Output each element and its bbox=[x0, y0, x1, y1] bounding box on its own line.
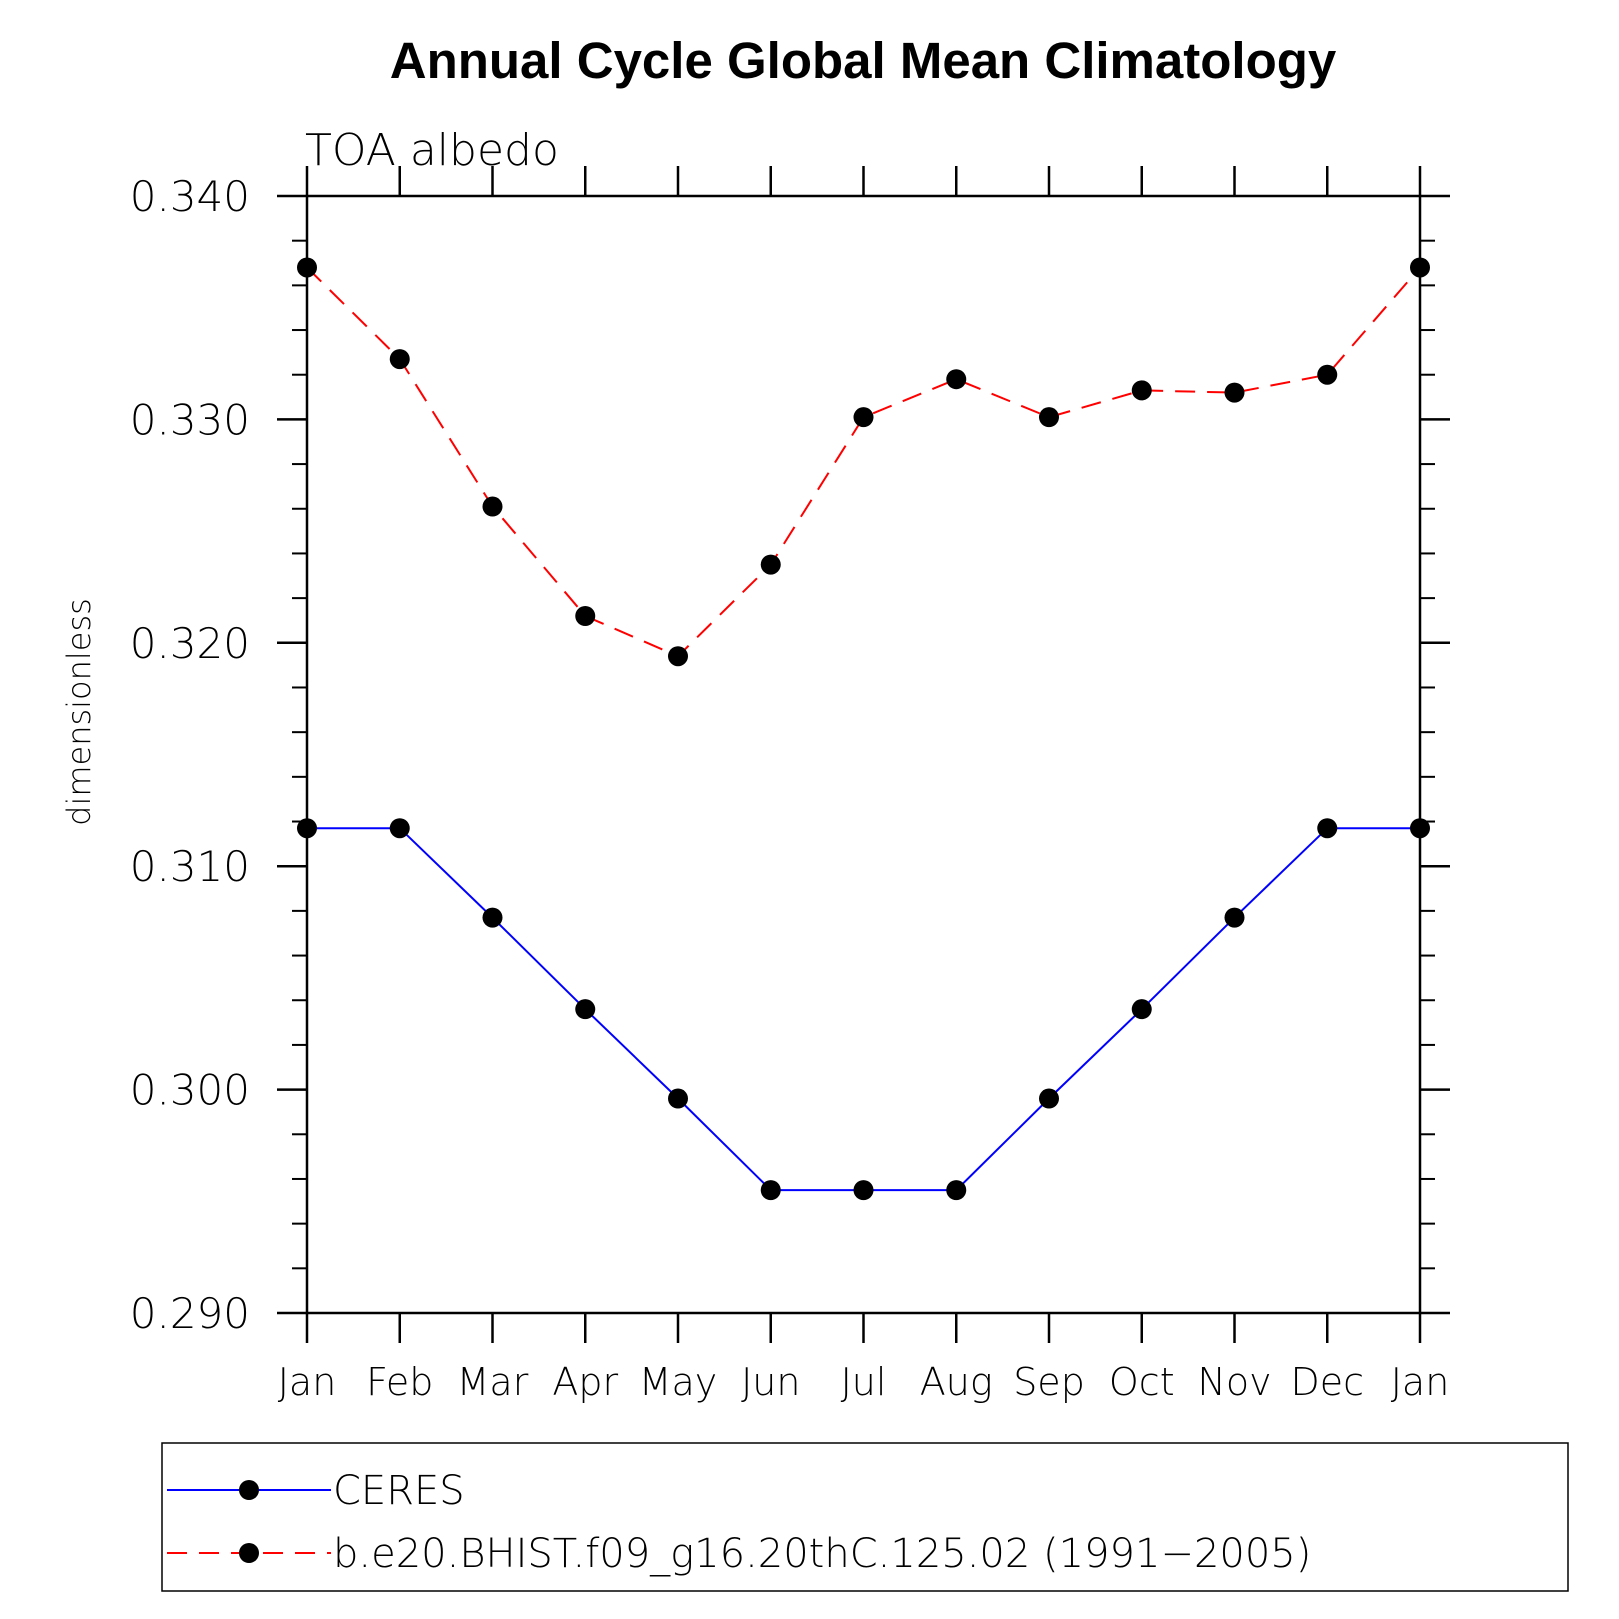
x-tick-label: Oct bbox=[1109, 1360, 1175, 1404]
y-tick-label: 0.340 bbox=[130, 172, 250, 221]
series-1-point bbox=[575, 605, 596, 626]
series-1-point bbox=[389, 349, 410, 370]
series-line-1 bbox=[306, 266, 1421, 658]
series-1-point bbox=[1317, 364, 1338, 385]
series-0-point bbox=[1131, 999, 1152, 1020]
y-tick-label: 0.290 bbox=[130, 1289, 250, 1338]
x-tick-label: Jul bbox=[841, 1360, 887, 1404]
x-tick-label: Mar bbox=[457, 1360, 529, 1404]
series-0-point bbox=[760, 1180, 781, 1201]
chart-title: Annual Cycle Global Mean Climatology bbox=[390, 32, 1337, 89]
series-0-point bbox=[1224, 907, 1245, 928]
x-tick-label: Apr bbox=[552, 1360, 618, 1404]
series-0-point bbox=[1317, 818, 1338, 839]
legend: CERES b.e20.BHIST.f09_g16.20thC.125.02 (… bbox=[161, 1442, 1569, 1592]
series-1-point bbox=[1410, 257, 1430, 278]
x-tick-label: Jun bbox=[741, 1360, 800, 1404]
series-1-point bbox=[946, 369, 967, 390]
y-tick-label: 0.320 bbox=[130, 619, 250, 668]
series-layer bbox=[297, 257, 1430, 1201]
series-1-point bbox=[482, 496, 503, 517]
series-0-point bbox=[668, 1088, 688, 1109]
x-tick-label: May bbox=[639, 1360, 718, 1404]
series-1-point bbox=[853, 407, 874, 428]
series-0-point bbox=[853, 1180, 874, 1201]
x-tick-label: Aug bbox=[920, 1360, 993, 1404]
y-axis-label: dimensionless bbox=[60, 598, 98, 826]
y-tick-label: 0.310 bbox=[130, 842, 250, 891]
chart-subtitle: TOA albedo bbox=[305, 125, 559, 176]
x-tick-label: Nov bbox=[1197, 1360, 1271, 1404]
axes: 0.290 0.300 0.310 0.320 0.330 0.340 Jan Feb Mar A… bbox=[130, 166, 1450, 1404]
series-0-point bbox=[389, 818, 410, 839]
y-tick-label: 0.300 bbox=[130, 1066, 250, 1115]
x-tick-label: Dec bbox=[1290, 1360, 1364, 1404]
series-0-point bbox=[946, 1180, 967, 1201]
y-tick-label: 0.330 bbox=[130, 395, 250, 444]
series-0-point bbox=[575, 999, 596, 1020]
legend-model-label: b.e20.BHIST.f09_g16.20thC.125.02 (1991−2… bbox=[333, 1531, 1311, 1577]
series-1-point bbox=[760, 554, 781, 575]
series-1-point bbox=[1039, 407, 1059, 428]
series-1-point bbox=[1131, 380, 1152, 401]
series-0-point bbox=[1410, 818, 1430, 839]
series-1-point bbox=[297, 257, 317, 278]
series-0-point bbox=[297, 818, 317, 839]
legend-box bbox=[161, 1442, 1569, 1592]
series-0-point bbox=[1039, 1088, 1059, 1109]
series-1-point bbox=[668, 646, 688, 667]
series-1-point bbox=[1224, 382, 1245, 403]
x-tick-label: Sep bbox=[1013, 1360, 1085, 1404]
legend-model-marker bbox=[239, 1543, 259, 1563]
series-line-0 bbox=[307, 827, 1420, 1192]
x-tick-label: Feb bbox=[366, 1360, 433, 1404]
x-tick-label: Jan bbox=[278, 1360, 337, 1404]
x-tick-label: Jan bbox=[1391, 1360, 1450, 1404]
legend-ceres-marker bbox=[239, 1480, 259, 1500]
legend-ceres-label: CERES bbox=[333, 1468, 465, 1514]
plot-frame bbox=[305, 194, 1422, 1315]
series-0-point bbox=[482, 907, 503, 928]
